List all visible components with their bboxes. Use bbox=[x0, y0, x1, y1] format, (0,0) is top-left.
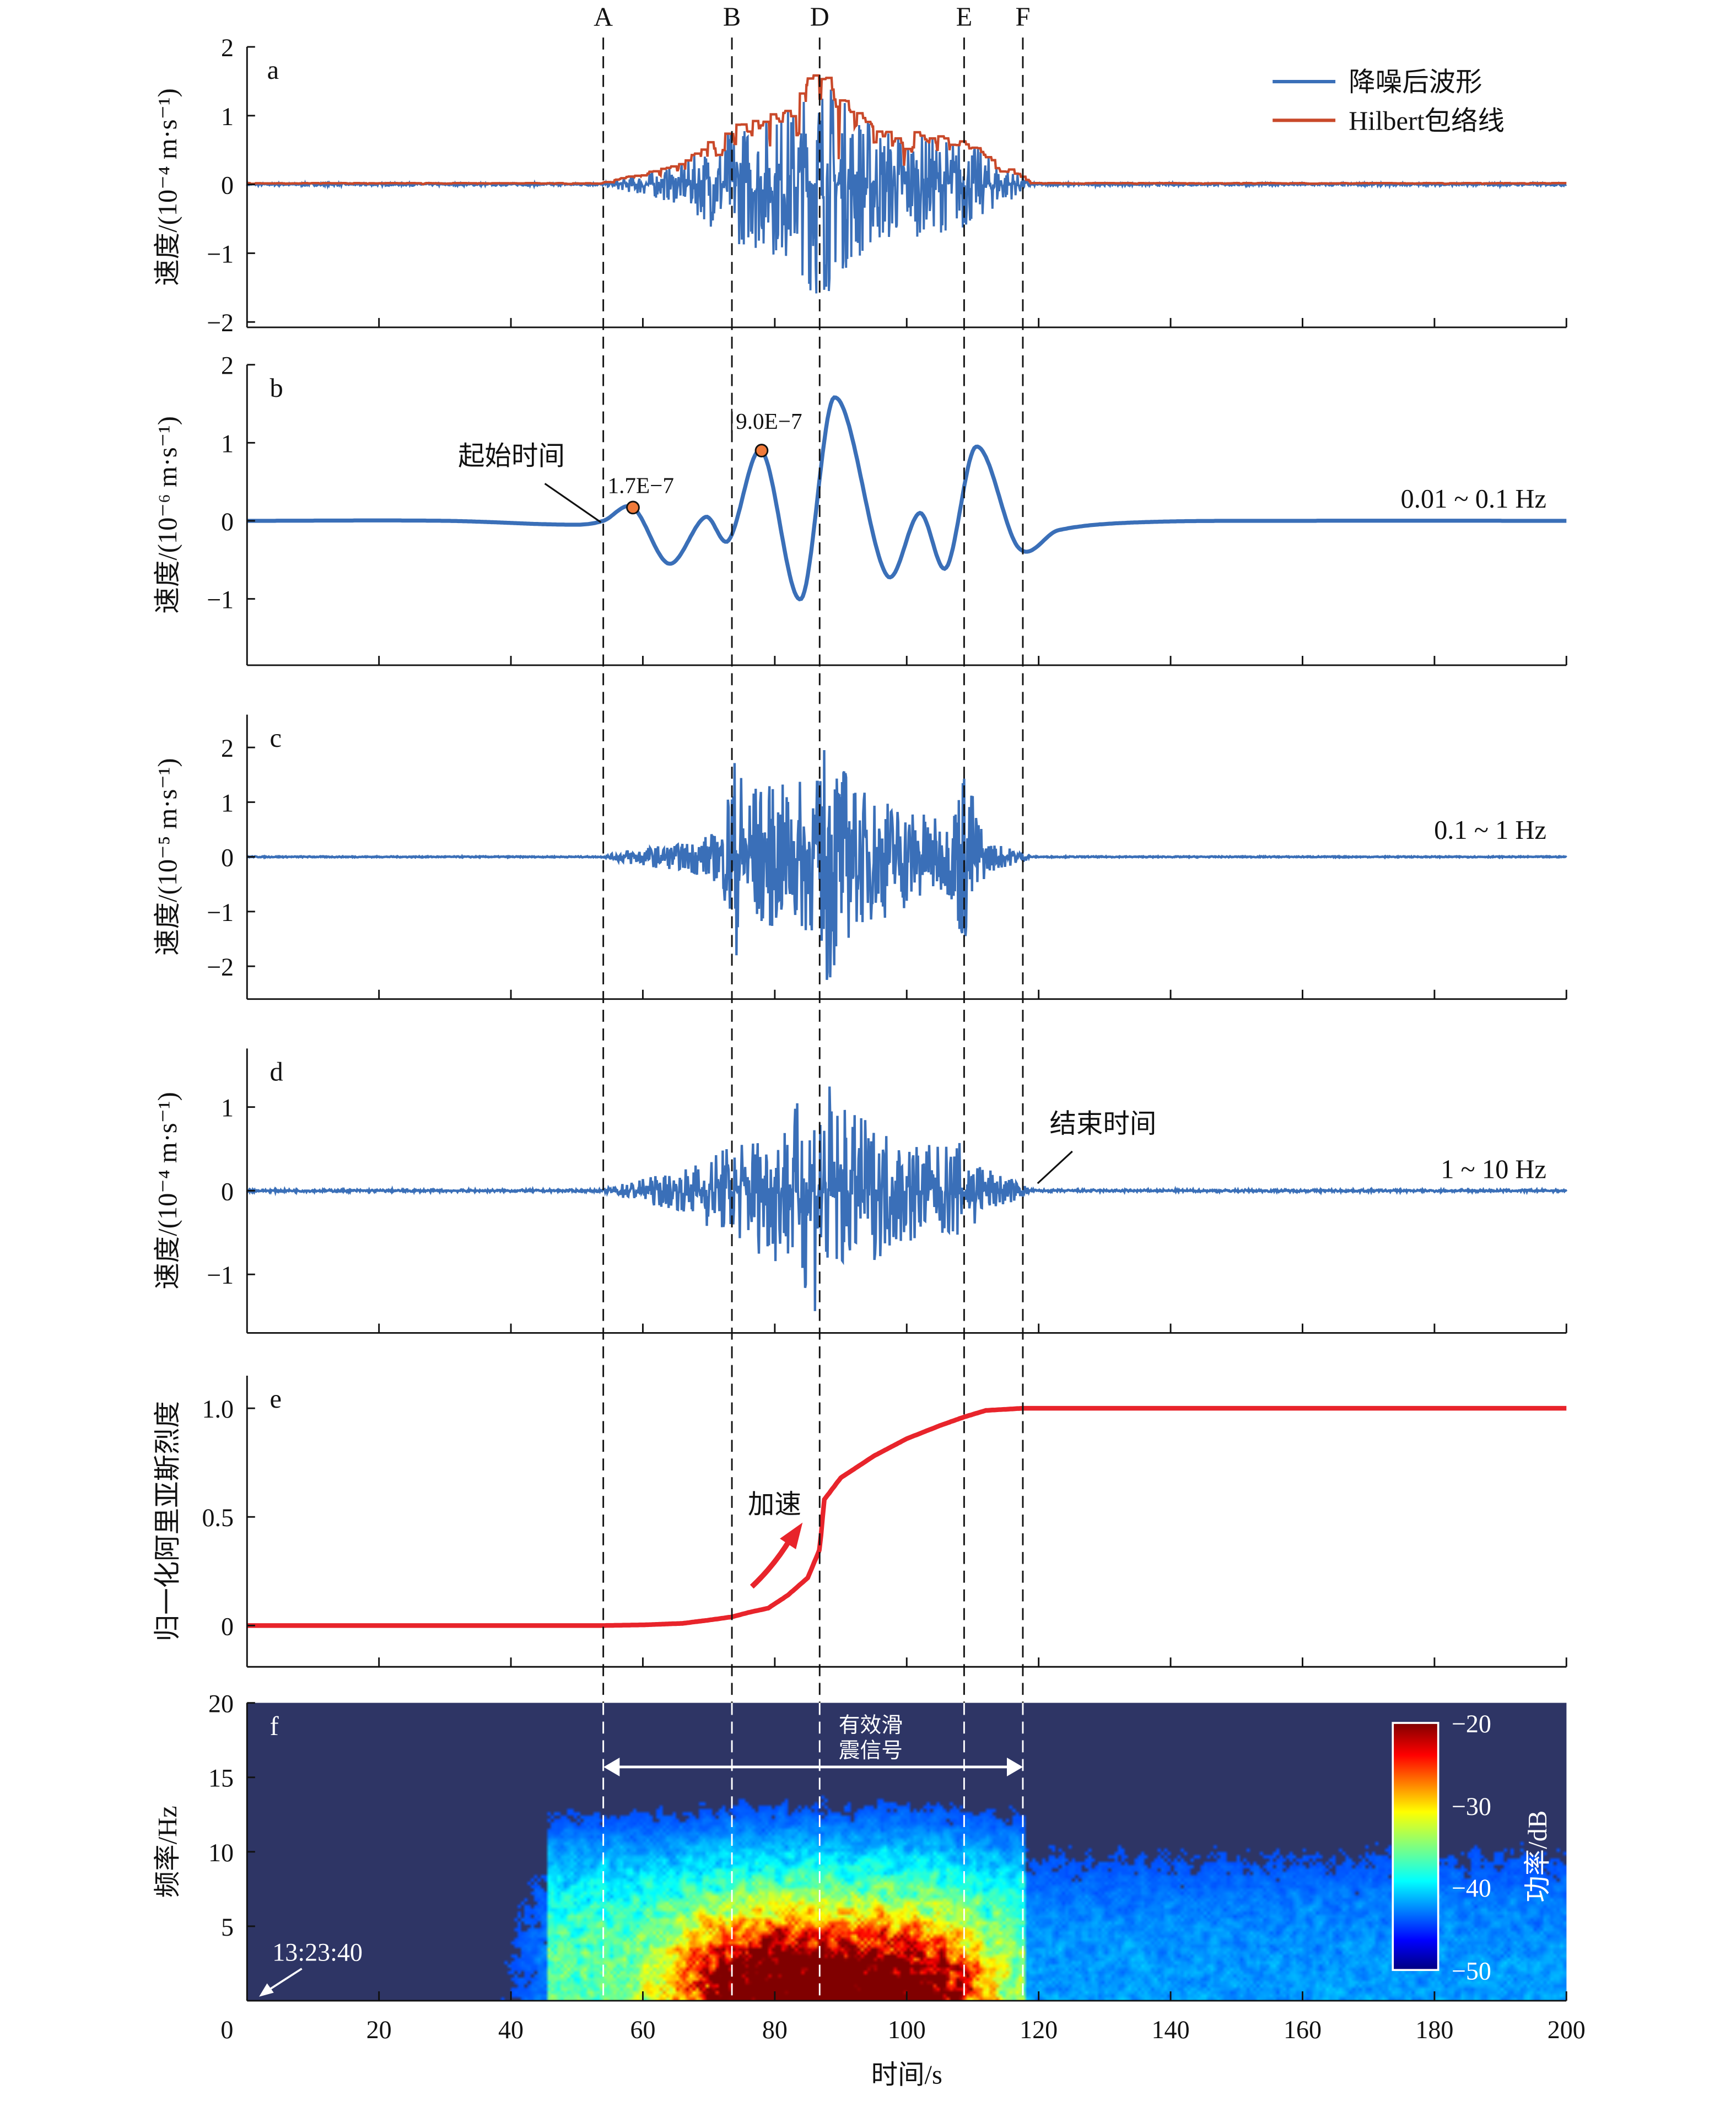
peak-label-2: 9.0E−7 bbox=[736, 408, 802, 434]
colorbar-tick: −50 bbox=[1452, 1957, 1491, 1985]
marker-label-A: A bbox=[594, 2, 613, 31]
y-axis-label: 速度/(10⁻⁶ m·s⁻¹) bbox=[153, 416, 182, 613]
colorbar-tick: −20 bbox=[1452, 1710, 1491, 1738]
y-tick-label: 2 bbox=[221, 352, 234, 380]
y-tick-label: −1 bbox=[207, 1261, 234, 1289]
y-tick-label: 20 bbox=[208, 1690, 234, 1718]
legend-label-hilbert: Hilbert包络线 bbox=[1349, 106, 1505, 136]
y-tick-label: −1 bbox=[207, 586, 234, 614]
colorbar-tick: −30 bbox=[1452, 1792, 1491, 1820]
colorbar: −20 −30 −40 −50 功率/dB bbox=[1392, 1710, 1552, 1985]
effective-signal-label-2: 震信号 bbox=[839, 1739, 903, 1763]
y-tick-label: 1 bbox=[221, 103, 234, 131]
marker-label-F: F bbox=[1015, 2, 1030, 31]
x-tick-label: 20 bbox=[366, 2016, 392, 2044]
panel-letter: d bbox=[269, 1058, 283, 1087]
panel-letter: e bbox=[269, 1384, 282, 1414]
y-tick-label: 5 bbox=[221, 1913, 234, 1941]
start-time-arrow-head bbox=[259, 1983, 274, 1997]
panel-e: 0 0.5 1.0 e 归一化阿里亚斯烈度 bbox=[153, 1376, 1567, 1668]
marker-label-D: D bbox=[810, 2, 829, 31]
y-tick-label: 1 bbox=[221, 429, 234, 457]
span-arrow-head-right bbox=[1007, 1758, 1023, 1776]
y-axis-label: 归一化阿里亚斯烈度 bbox=[153, 1401, 182, 1641]
panel-c: −2 −1 0 1 2 c 速度/(10⁻⁵ m·s⁻¹) bbox=[153, 714, 1567, 1000]
x-tick-label: 200 bbox=[1548, 2016, 1586, 2044]
band-label-c: 0.1 ~ 1 Hz bbox=[1434, 816, 1546, 845]
x-axis-label: 时间/s bbox=[871, 2060, 942, 2089]
acceleration-arrow bbox=[750, 1537, 793, 1589]
x-tick-label: 80 bbox=[762, 2016, 788, 2044]
y-axis-label: 速度/(10⁻⁵ m·s⁻¹) bbox=[153, 758, 182, 955]
x-tick-label: 40 bbox=[498, 2016, 524, 2044]
y-tick-label: 0 bbox=[221, 508, 234, 536]
y-tick-label: 1 bbox=[221, 789, 234, 817]
panel-b: −1 0 1 2 b 速度/(10⁻⁶ m·s⁻¹) bbox=[153, 352, 1567, 666]
x-tick-label: 140 bbox=[1152, 2016, 1190, 2044]
panel-letter: b bbox=[269, 374, 283, 403]
onset-leader-line bbox=[544, 483, 602, 523]
band-label-d: 1 ~ 10 Hz bbox=[1441, 1155, 1546, 1184]
spectrogram-heatmap bbox=[247, 1703, 1567, 2001]
marker-label-E: E bbox=[956, 2, 973, 31]
peak-marker bbox=[626, 500, 640, 515]
panel-letter: a bbox=[267, 56, 279, 85]
acceleration-label: 加速 bbox=[748, 1490, 801, 1520]
series-line-b bbox=[247, 395, 1567, 602]
panel-f: 5 10 15 20 f 频率/Hz bbox=[153, 1690, 1567, 2002]
y-tick-label: 1 bbox=[221, 1094, 234, 1122]
end-leader-line bbox=[1037, 1150, 1073, 1184]
effective-signal-label-1: 有效滑 bbox=[839, 1714, 903, 1737]
y-axis-label: 频率/Hz bbox=[153, 1806, 182, 1898]
x-tick-label: 100 bbox=[888, 2016, 926, 2044]
series-line-hilbert-envelope bbox=[247, 74, 1567, 186]
series-line-c bbox=[246, 750, 1567, 981]
y-tick-label: 0 bbox=[221, 1612, 234, 1640]
x-tick-label: 160 bbox=[1284, 2016, 1322, 2044]
y-tick-label: 0 bbox=[221, 1177, 234, 1205]
peak-label-1: 1.7E−7 bbox=[608, 472, 674, 498]
marker-label-B: B bbox=[723, 2, 741, 31]
series-line-d bbox=[246, 1086, 1568, 1311]
start-time-label: 13:23:40 bbox=[272, 1938, 363, 1966]
colorbar-label: 功率/dB bbox=[1523, 1811, 1552, 1903]
peak-marker bbox=[754, 444, 769, 457]
y-tick-label: −2 bbox=[207, 309, 234, 337]
y-tick-label: 2 bbox=[221, 734, 234, 762]
plots: −2 −1 0 1 2 a 速度/(10⁻⁴ m·s⁻¹) −1 0 1 2 b 速度/(10⁻⁶ m·… bbox=[153, 34, 1586, 2044]
x-tick-label: 180 bbox=[1415, 2016, 1453, 2044]
x-tick-label: 120 bbox=[1020, 2016, 1058, 2044]
colorbar-tick: −40 bbox=[1452, 1874, 1491, 1902]
acceleration-arrow-head bbox=[780, 1522, 803, 1550]
y-tick-label: 2 bbox=[221, 34, 234, 62]
y-tick-label: 15 bbox=[208, 1764, 234, 1792]
y-axis-label: 速度/(10⁻⁴ m·s⁻¹) bbox=[153, 88, 182, 285]
span-arrow-head-left bbox=[603, 1758, 620, 1776]
colorbar-gradient bbox=[1392, 1722, 1440, 1971]
series-line-e bbox=[247, 1405, 1567, 1628]
x-tick-label: 0 bbox=[220, 2016, 233, 2044]
y-tick-label: −1 bbox=[207, 898, 234, 926]
x-tick-label: 60 bbox=[630, 2016, 655, 2044]
onset-time-label: 起始时间 bbox=[458, 441, 565, 471]
panel-d: −1 0 1 d 速度/(10⁻⁴ m·s⁻¹) bbox=[153, 1048, 1568, 1334]
y-axis-label: 速度/(10⁻⁴ m·s⁻¹) bbox=[153, 1092, 182, 1289]
y-tick-label: −1 bbox=[207, 240, 234, 268]
end-time-label: 结束时间 bbox=[1050, 1109, 1157, 1139]
legend-label-denoised: 降噪后波形 bbox=[1349, 68, 1482, 97]
panel-a: −2 −1 0 1 2 a 速度/(10⁻⁴ m·s⁻¹) bbox=[153, 34, 1567, 337]
y-tick-label: 10 bbox=[208, 1839, 234, 1867]
y-tick-label: 0 bbox=[221, 844, 234, 872]
y-tick-label: −2 bbox=[207, 953, 234, 981]
y-tick-label: 0 bbox=[221, 171, 234, 200]
y-tick-label: 0.5 bbox=[202, 1504, 234, 1532]
y-tick-label: 1.0 bbox=[202, 1395, 234, 1423]
band-label-b: 0.01 ~ 0.1 Hz bbox=[1401, 484, 1546, 514]
panel-letter: f bbox=[269, 1712, 279, 1741]
panel-letter: c bbox=[269, 724, 282, 753]
